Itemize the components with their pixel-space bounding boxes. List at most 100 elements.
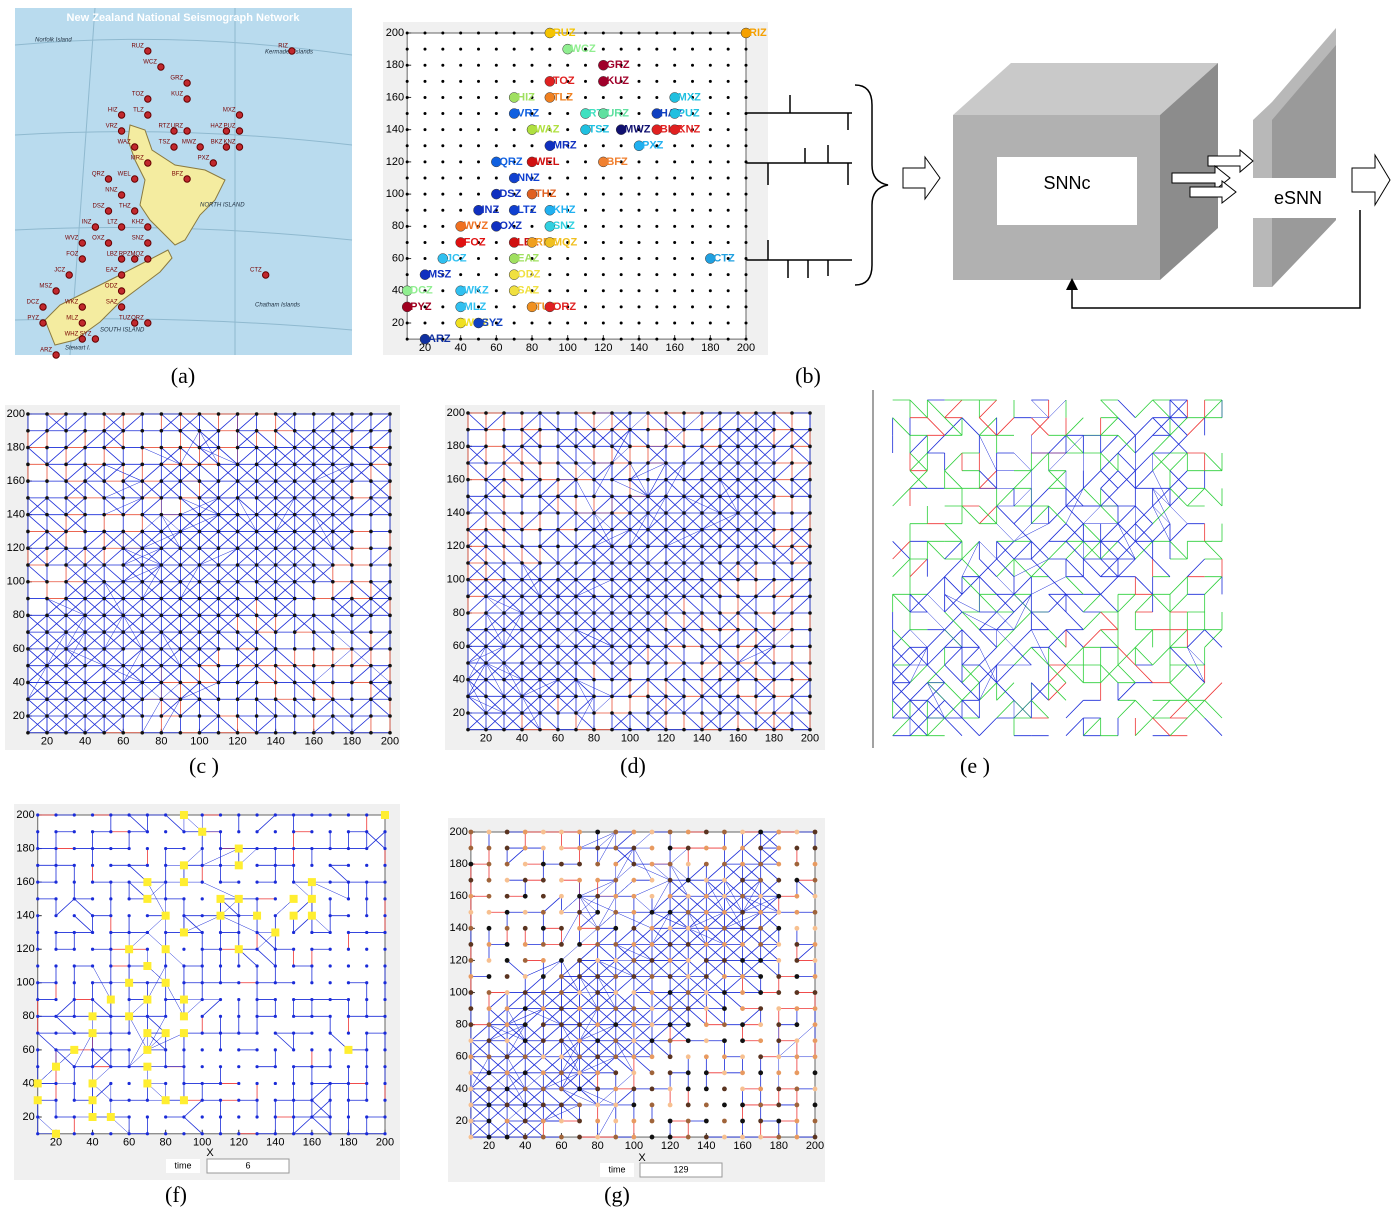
neuron (548, 322, 551, 325)
y-tick-label: 180 (447, 440, 465, 452)
neuron (620, 32, 623, 35)
station-label: TLZ (133, 108, 144, 114)
neuron (745, 128, 748, 131)
neuron (331, 496, 335, 500)
connection (1066, 506, 1083, 524)
neuron (808, 645, 812, 649)
neuron (484, 561, 488, 565)
neuron (727, 193, 730, 196)
neuron (274, 697, 278, 701)
neuron (102, 630, 106, 634)
neuron (255, 479, 259, 483)
neuron (592, 711, 596, 715)
neuron (646, 461, 650, 465)
x-tick-label: 60 (552, 733, 564, 745)
connection (1101, 418, 1118, 436)
neuron (584, 80, 587, 83)
neuron (406, 64, 409, 67)
neuron (45, 496, 49, 500)
station-label: INZ (482, 204, 500, 216)
neuron (655, 193, 658, 196)
station-label: WKZ (464, 285, 489, 297)
neuron (502, 728, 506, 732)
y-tick-label: 20 (453, 707, 465, 719)
neuron (592, 728, 596, 732)
neuron (682, 695, 686, 699)
neuron (790, 661, 794, 665)
neuron (718, 461, 722, 465)
neuron (484, 695, 488, 699)
neuron (584, 64, 587, 67)
neuron (673, 338, 676, 341)
neuron (628, 511, 632, 515)
neuron (718, 728, 722, 732)
neuron (691, 225, 694, 228)
neuron (350, 446, 354, 450)
neuron (700, 545, 704, 549)
neuron (121, 664, 125, 668)
station-label: FOZ (66, 252, 78, 258)
neuron (592, 461, 596, 465)
neuron (584, 241, 587, 244)
neuron (255, 513, 259, 517)
neuron (369, 664, 373, 668)
neuron (293, 647, 297, 651)
neuron (538, 445, 542, 449)
neuron (808, 495, 812, 499)
neuron (45, 630, 49, 634)
station-label: WEL (118, 172, 132, 178)
neuron (388, 546, 392, 550)
neuron (610, 661, 614, 665)
neuron (406, 177, 409, 180)
neuron (709, 305, 712, 308)
neuron (350, 479, 354, 483)
neuron (102, 614, 106, 618)
station-label: URZ (606, 107, 629, 119)
neuron (727, 289, 730, 292)
neuron (548, 177, 551, 180)
neuron (655, 177, 658, 180)
neuron (236, 530, 240, 534)
neuron (64, 647, 68, 651)
neuron (484, 511, 488, 515)
neuron (718, 628, 722, 632)
neuron (628, 628, 632, 632)
neuron (331, 647, 335, 651)
neuron (331, 714, 335, 718)
neuron (664, 711, 668, 715)
neuron (502, 411, 506, 415)
neuron (102, 580, 106, 584)
neuron (466, 578, 470, 582)
neuron (602, 96, 605, 99)
neuron (592, 611, 596, 615)
neuron (102, 563, 106, 567)
connection (1153, 647, 1170, 665)
neuron (441, 322, 444, 325)
neuron (772, 561, 776, 565)
neuron (628, 445, 632, 449)
neuron (754, 578, 758, 582)
neuron (102, 530, 106, 534)
neuron (64, 513, 68, 517)
connection (1031, 612, 1048, 630)
neuron (808, 411, 812, 415)
neuron (83, 496, 87, 500)
neuron (610, 578, 614, 582)
neuron (682, 678, 686, 682)
neuron (406, 209, 409, 212)
x-tick-label: 180 (765, 733, 783, 745)
neuron (520, 678, 524, 682)
neuron (179, 580, 183, 584)
panel-label: (d) (620, 753, 646, 778)
neuron (709, 241, 712, 244)
neuron (236, 714, 240, 718)
station-label: SAZ (106, 300, 118, 306)
neuron (502, 711, 506, 715)
connection (1066, 418, 1083, 436)
neuron (628, 611, 632, 615)
connection (945, 400, 962, 418)
station-dot (171, 144, 177, 150)
station-dot (79, 304, 85, 310)
neuron (293, 496, 297, 500)
neuron (638, 305, 641, 308)
